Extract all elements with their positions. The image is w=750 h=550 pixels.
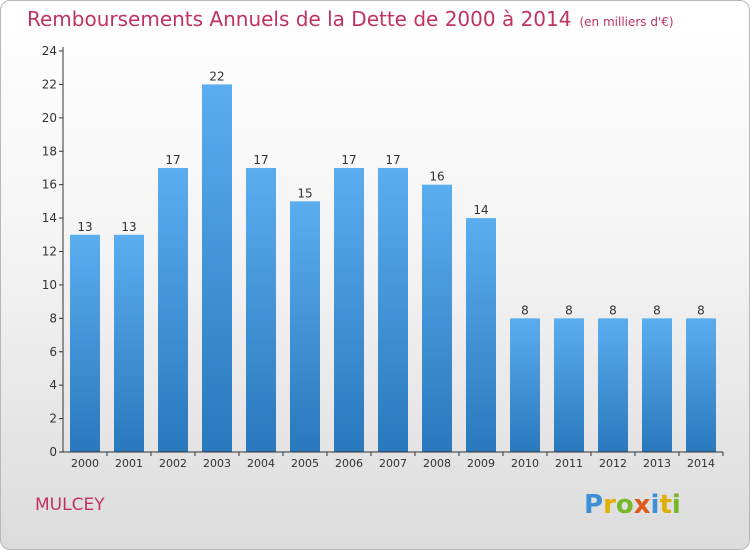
bar-2000[interactable] <box>70 234 100 452</box>
bar-value-label: 17 <box>165 153 180 167</box>
proxiti-logo[interactable]: Proxiti <box>584 490 681 520</box>
x-tick-label: 2010 <box>511 457 539 470</box>
bar-2011[interactable] <box>554 318 584 452</box>
bar-value-label: 8 <box>697 303 705 317</box>
x-tick-label: 2011 <box>555 457 583 470</box>
bar-value-label: 13 <box>77 220 92 234</box>
bar-value-label: 8 <box>565 303 573 317</box>
y-tick-label: 14 <box>42 211 57 225</box>
x-tick-label: 2009 <box>467 457 495 470</box>
unit-label: (en milliers d'€) <box>579 15 674 29</box>
x-tick-label: 2007 <box>379 457 407 470</box>
y-tick-label: 20 <box>42 111 57 125</box>
x-tick-label: 2004 <box>247 457 275 470</box>
y-tick-label: 8 <box>49 311 57 325</box>
bar-value-label: 17 <box>385 153 400 167</box>
y-tick-label: 12 <box>42 245 57 259</box>
x-tick-label: 2012 <box>599 457 627 470</box>
x-tick-label: 2014 <box>687 457 715 470</box>
bar-2008[interactable] <box>422 184 452 452</box>
y-tick-label: 6 <box>49 345 57 359</box>
bar-value-label: 8 <box>609 303 617 317</box>
x-tick-label: 2002 <box>159 457 187 470</box>
bar-2001[interactable] <box>114 234 144 452</box>
bar-2012[interactable] <box>598 318 628 452</box>
y-tick-label: 24 <box>42 44 57 58</box>
x-axis: 2000 2001 2002 2003 2004 2005 2006 2007 2008 2009… <box>63 451 724 470</box>
x-tick-label: 2013 <box>643 457 671 470</box>
y-tick-label: 16 <box>42 178 57 192</box>
x-tick-label: 2006 <box>335 457 363 470</box>
x-tick-label: 2001 <box>115 457 143 470</box>
bar-value-label: 15 <box>297 186 312 200</box>
bar-value-label: 13 <box>121 220 136 234</box>
bar-value-label: 22 <box>209 69 224 83</box>
x-tick-label: 2005 <box>291 457 319 470</box>
bar-value-label: 17 <box>253 153 268 167</box>
bar-2003[interactable] <box>202 84 232 453</box>
bar-value-label: 16 <box>429 170 444 184</box>
x-tick-label: 2003 <box>203 457 231 470</box>
bar-2006[interactable] <box>334 167 364 453</box>
x-tick-label: 2000 <box>71 457 99 470</box>
bar-2014[interactable] <box>686 318 716 452</box>
y-tick-label: 4 <box>49 378 57 392</box>
y-tick-label: 2 <box>49 412 57 426</box>
y-tick-label: 10 <box>42 278 57 292</box>
bars: 13 13 17 22 17 15 17 17 16 14 8 8 8 8 8 <box>70 69 716 453</box>
chart-title: Remboursements Annuels de la Dette de 20… <box>27 7 674 31</box>
bar-value-label: 14 <box>473 203 488 217</box>
y-tick-label: 0 <box>49 445 57 459</box>
bar-2009[interactable] <box>466 218 496 452</box>
bar-value-label: 8 <box>521 303 529 317</box>
x-tick-label: 2008 <box>423 457 451 470</box>
y-tick-label: 22 <box>42 77 57 91</box>
bar-2013[interactable] <box>642 318 672 452</box>
bar-2007[interactable] <box>378 167 408 453</box>
city-name: MULCEY <box>35 495 105 515</box>
bar-2004[interactable] <box>246 167 276 453</box>
bar-2005[interactable] <box>290 201 320 452</box>
y-tick-label: 18 <box>42 144 57 158</box>
bar-value-label: 8 <box>653 303 661 317</box>
bar-value-label: 17 <box>341 153 356 167</box>
bar-2002[interactable] <box>158 167 188 453</box>
bar-2010[interactable] <box>510 318 540 452</box>
